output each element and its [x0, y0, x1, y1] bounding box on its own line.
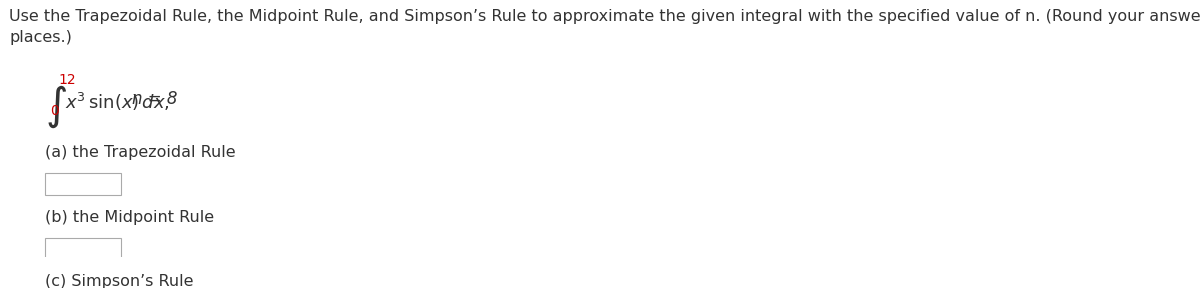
Text: $x^3\,\sin(x)\,dx,$: $x^3\,\sin(x)\,dx,$: [65, 91, 169, 113]
FancyBboxPatch shape: [46, 238, 120, 260]
FancyBboxPatch shape: [46, 173, 120, 194]
Text: (b) the Midpoint Rule: (b) the Midpoint Rule: [46, 210, 215, 225]
Text: Use the Trapezoidal Rule, the Midpoint Rule, and Simpson’s Rule to approximate t: Use the Trapezoidal Rule, the Midpoint R…: [10, 9, 1200, 45]
Text: n = 8: n = 8: [132, 90, 178, 108]
Text: $\int$: $\int$: [46, 83, 67, 130]
Text: 0: 0: [50, 104, 59, 118]
Text: 12: 12: [59, 73, 77, 87]
Text: (a) the Trapezoidal Rule: (a) the Trapezoidal Rule: [46, 145, 235, 160]
Text: (c) Simpson’s Rule: (c) Simpson’s Rule: [46, 274, 193, 288]
